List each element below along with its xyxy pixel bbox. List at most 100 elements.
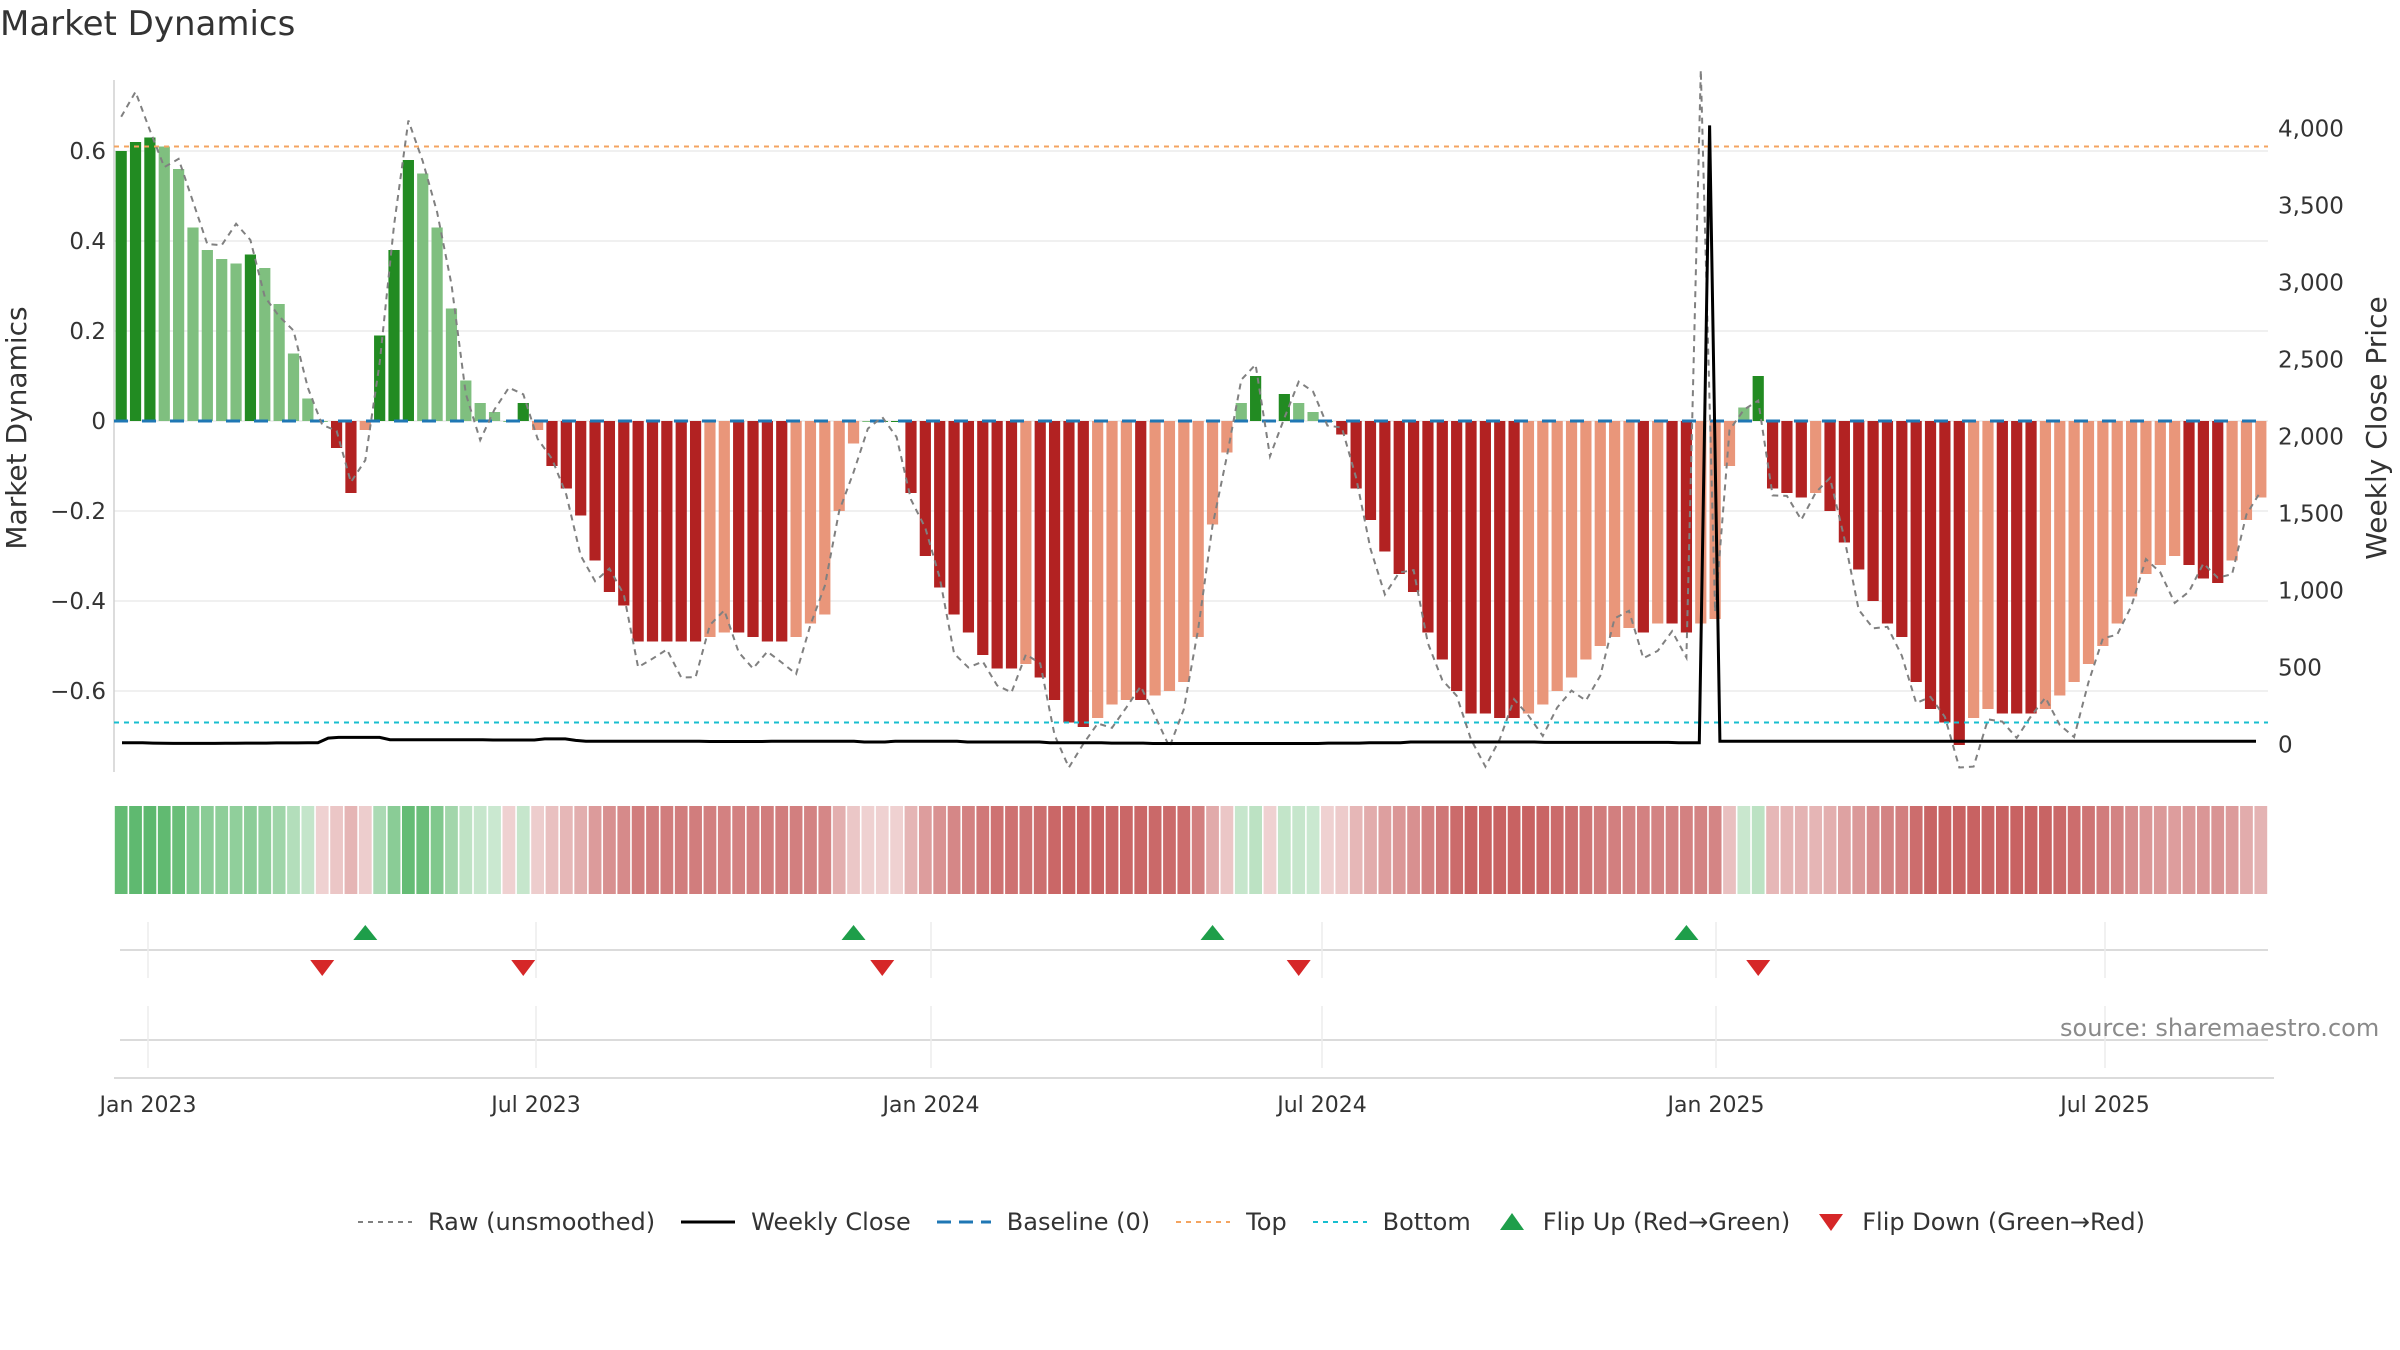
heat-strip-cell — [1148, 806, 1162, 894]
bar — [804, 421, 817, 624]
bar — [374, 335, 386, 421]
legend: Raw (unsmoothed) Weekly Close Baseline (… — [356, 1208, 2169, 1236]
flip-up-marker — [353, 925, 378, 940]
heat-strip-cell — [732, 806, 746, 894]
heat-strip-cell — [631, 806, 645, 894]
bar — [1982, 421, 1994, 709]
bar — [1896, 421, 1908, 637]
heat-strip-cell — [301, 806, 315, 894]
bar — [1048, 421, 1061, 700]
heat-strip-cell — [1536, 806, 1550, 894]
bar — [2154, 421, 2166, 565]
bar — [2054, 421, 2066, 696]
heat-strip-cell — [1579, 806, 1593, 894]
heat-strip-cell — [933, 806, 947, 894]
heat-strip-cell — [1651, 806, 1665, 894]
heat-strip-cell — [804, 806, 817, 894]
bar — [1034, 421, 1046, 678]
legend-label-flip-down: Flip Down (Green→Red) — [1862, 1208, 2145, 1236]
bar — [2097, 421, 2109, 646]
heat-strip-cell — [502, 806, 516, 894]
heat-strip-cell — [1751, 806, 1765, 894]
legend-item-top: Top — [1174, 1208, 1287, 1236]
heat-strip-cell — [1622, 806, 1636, 894]
heat-strip-cell — [215, 806, 229, 894]
heat-strip-cell — [1220, 806, 1234, 894]
heat-strip-cell — [703, 806, 717, 894]
bar — [1508, 421, 1520, 718]
heat-strip-cell — [229, 806, 243, 894]
bar — [144, 137, 156, 421]
heat-strip-cell — [1938, 806, 1952, 894]
heat-strip-cell — [1407, 806, 1420, 894]
bar — [2255, 421, 2267, 498]
heat-strip-cell — [1952, 806, 1966, 894]
heat-strip-cell — [445, 806, 458, 894]
heat-strip-cell — [358, 806, 372, 894]
y-tick-label-left: −0.6 — [50, 679, 106, 705]
heat-strip-cell — [1895, 806, 1909, 894]
legend-top-swatch — [1176, 1221, 1231, 1223]
heat-strip-cell — [157, 806, 171, 894]
legend-label-top: Top — [1246, 1208, 1287, 1236]
bar — [1781, 421, 1793, 493]
heat-strip-cell — [1881, 806, 1894, 894]
heat-strip-cell — [387, 806, 401, 894]
bar — [1005, 421, 1018, 669]
flip-down-marker — [511, 960, 536, 976]
heat-strip-cell — [976, 806, 990, 894]
heat-strip-cell — [1134, 806, 1148, 894]
bar — [2125, 421, 2138, 597]
x-tick-label: Jan 2023 — [98, 1093, 197, 1118]
bar — [388, 250, 400, 421]
heat-strip-cell — [1263, 806, 1277, 894]
bar — [445, 308, 458, 421]
heat-strip-cell — [1306, 806, 1320, 894]
bar — [1393, 421, 1405, 574]
heat-strip-cell — [1909, 806, 1923, 894]
bar — [1379, 421, 1391, 552]
bar — [2226, 421, 2238, 561]
bar — [1422, 421, 1434, 633]
heat-strip-cell — [2240, 806, 2253, 894]
bar — [1163, 421, 1176, 691]
bar — [891, 421, 903, 422]
heat-strip-cell — [1479, 806, 1492, 894]
y-tick-label-left: −0.2 — [50, 499, 106, 525]
bar — [603, 421, 616, 592]
heat-strip-cell — [2125, 806, 2138, 894]
bar — [1565, 421, 1578, 678]
legend-item-flip-down: Flip Down (Green→Red) — [1814, 1208, 2145, 1236]
heat-strip-cell — [689, 806, 702, 894]
legend-item-flip-up: Flip Up (Red→Green) — [1495, 1208, 1790, 1236]
y-tick-label-left: −0.4 — [50, 589, 106, 615]
bar — [1853, 421, 1865, 570]
bar — [1666, 421, 1678, 624]
y-tick-label-right: 2,000 — [2278, 424, 2344, 450]
bar — [1652, 421, 1664, 624]
bar — [1968, 421, 1980, 718]
bar — [919, 421, 931, 556]
legend-label-raw: Raw (unsmoothed) — [428, 1208, 656, 1236]
bar — [460, 380, 472, 421]
bar — [1077, 421, 1089, 727]
bar — [517, 403, 529, 421]
bar — [1766, 421, 1779, 489]
bar — [1924, 421, 1937, 709]
bar — [1350, 421, 1362, 489]
x-tick-label: Jul 2023 — [489, 1093, 581, 1118]
bar — [1436, 421, 1448, 660]
x-tick-label: Jul 2025 — [2058, 1093, 2150, 1118]
bar — [1494, 421, 1506, 718]
heat-strip-cell — [861, 806, 875, 894]
heat-strip-cell — [674, 806, 688, 894]
bar — [187, 227, 199, 421]
bar — [2011, 421, 2023, 714]
bar — [1939, 421, 1951, 723]
bar — [675, 421, 687, 642]
heat-strip-cell — [200, 806, 214, 894]
bar — [2111, 421, 2123, 624]
bar — [359, 421, 371, 430]
x-tick-label: Jul 2024 — [1275, 1093, 1367, 1118]
heat-strip-cell — [1708, 806, 1722, 894]
